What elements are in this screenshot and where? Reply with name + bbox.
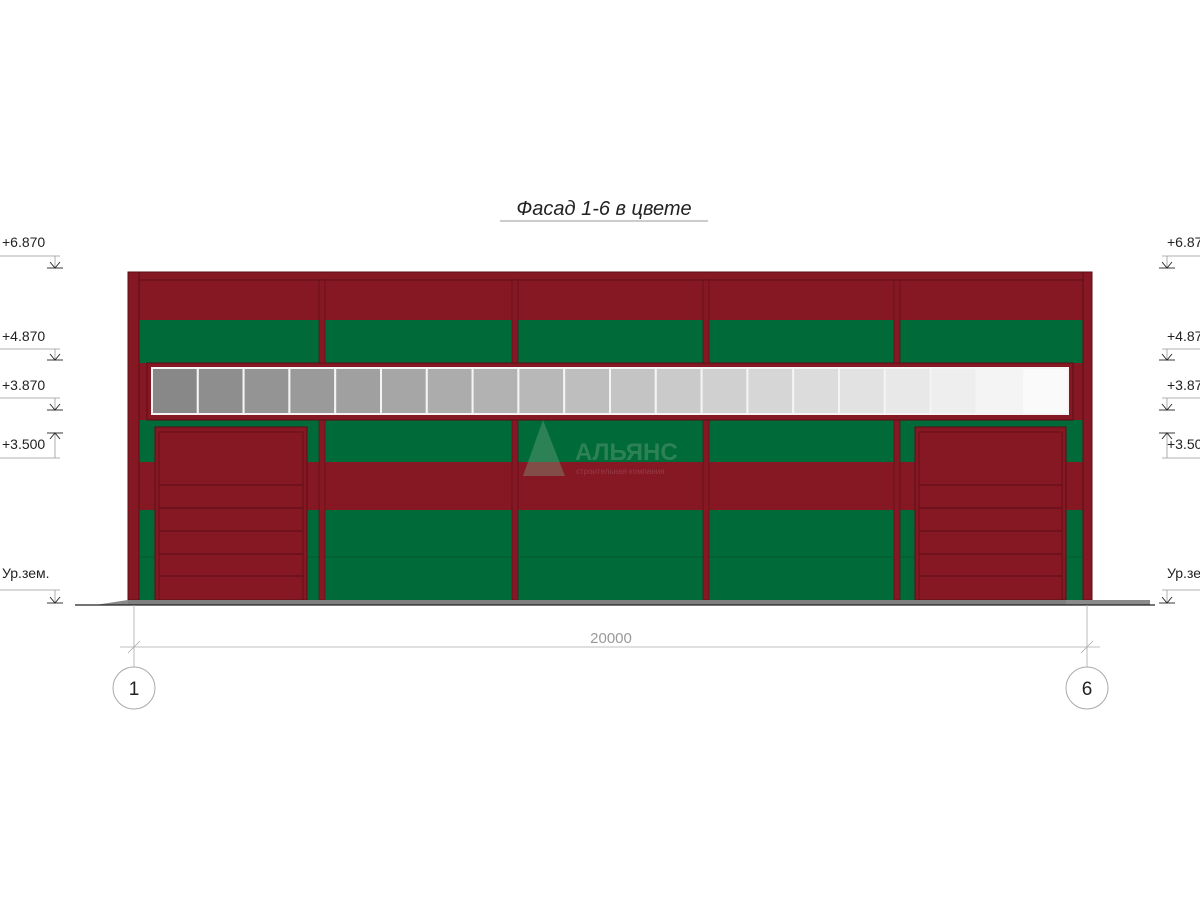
window-pane	[792, 367, 841, 415]
pilaster	[511, 279, 519, 601]
level-label: +6.870	[1167, 234, 1200, 250]
window-pane	[563, 367, 612, 415]
window-pane	[929, 367, 978, 415]
dimension-label: 20000	[590, 630, 632, 647]
building-facade: АЛЬЯНС строительная компания	[127, 271, 1093, 601]
level-label: +4.870	[1167, 328, 1200, 344]
axis-marker-6	[1065, 666, 1109, 710]
pilaster	[318, 279, 326, 601]
axis-marker-1	[112, 666, 156, 710]
level-label: Ур.зем.	[1167, 565, 1200, 581]
level-label: +3.500	[2, 436, 45, 452]
sectional-door	[154, 426, 308, 601]
window-pane	[838, 367, 886, 415]
window-pane	[380, 367, 428, 415]
logo-triangle-icon	[523, 420, 565, 476]
plinth	[128, 600, 1092, 605]
window-pane	[151, 367, 199, 415]
window-pane	[334, 367, 383, 415]
dimension	[120, 605, 1100, 667]
window-pane	[883, 367, 932, 415]
watermark-name: АЛЬЯНС	[575, 439, 678, 466]
drawing-title: Фасад 1-6 в цвете	[516, 198, 691, 220]
window-pane	[1021, 367, 1070, 415]
window-pane	[517, 367, 566, 415]
level-label: +4.870	[2, 328, 45, 344]
window-pane	[425, 367, 474, 415]
dimension-tick	[127, 640, 141, 654]
level-label: +3.500	[1167, 436, 1200, 452]
dimension-tick	[1080, 640, 1094, 654]
level-label: +3.870	[1167, 377, 1200, 393]
watermark-logo: АЛЬЯНС строительная компания	[523, 420, 678, 476]
axis-label-1: 1	[129, 679, 140, 700]
plinth-right	[1066, 600, 1150, 605]
window-pane	[975, 367, 1024, 415]
watermark-subtitle: строительная компания	[576, 467, 665, 476]
window-pane	[700, 367, 749, 415]
window-pane	[288, 367, 337, 415]
pilaster	[893, 279, 901, 601]
level-label: +3.870	[2, 377, 45, 393]
window-pane	[746, 367, 795, 415]
window-pane	[654, 367, 703, 415]
ground	[75, 600, 1155, 606]
level-label: +6.870	[2, 234, 45, 250]
window-pane	[196, 367, 245, 415]
axis-label-6: 6	[1082, 679, 1093, 700]
level-label: Ур.зем.	[2, 565, 50, 581]
window-pane	[471, 367, 520, 415]
pilaster	[702, 279, 710, 601]
green-band-upper	[139, 320, 1083, 363]
window-pane	[609, 367, 657, 415]
sectional-door	[914, 426, 1067, 601]
window-pane	[242, 367, 291, 415]
